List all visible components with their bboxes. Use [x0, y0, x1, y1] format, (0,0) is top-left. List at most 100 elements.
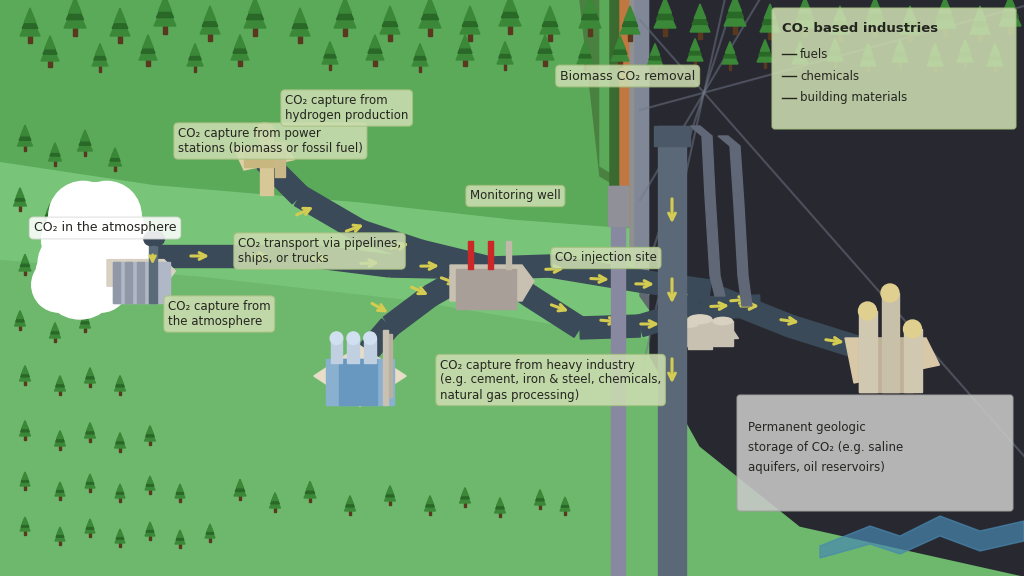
Polygon shape [422, 0, 438, 20]
Bar [244, 149, 283, 166]
Polygon shape [658, 0, 672, 13]
Polygon shape [939, 0, 951, 13]
Polygon shape [244, 4, 266, 28]
Bar [859, 311, 877, 392]
Polygon shape [662, 328, 738, 339]
Circle shape [87, 227, 136, 276]
Polygon shape [830, 12, 850, 34]
Polygon shape [15, 312, 25, 322]
Polygon shape [989, 46, 1001, 60]
Bar [339, 359, 377, 406]
Polygon shape [94, 46, 106, 60]
Polygon shape [537, 490, 543, 498]
Polygon shape [22, 254, 29, 263]
Circle shape [36, 251, 78, 293]
Polygon shape [462, 9, 478, 26]
Polygon shape [535, 493, 546, 505]
Polygon shape [833, 9, 848, 26]
Circle shape [881, 284, 899, 302]
Polygon shape [292, 10, 308, 28]
Polygon shape [55, 530, 65, 541]
Bar [908, 34, 911, 41]
Polygon shape [177, 484, 183, 491]
Polygon shape [762, 6, 778, 24]
Polygon shape [386, 487, 394, 497]
Bar [464, 60, 467, 66]
Polygon shape [497, 498, 503, 506]
Circle shape [98, 228, 141, 271]
Bar [904, 329, 922, 392]
Bar [934, 66, 936, 71]
Bar [468, 241, 473, 269]
Polygon shape [175, 487, 185, 498]
Polygon shape [113, 10, 128, 28]
Polygon shape [22, 366, 29, 373]
Polygon shape [694, 4, 706, 18]
Polygon shape [78, 135, 92, 151]
Bar [113, 262, 170, 304]
Polygon shape [116, 485, 124, 494]
Text: Permanent geologic: Permanent geologic [748, 422, 865, 434]
Circle shape [49, 181, 118, 251]
Polygon shape [536, 40, 554, 60]
Bar [29, 36, 32, 43]
Polygon shape [313, 346, 407, 406]
Bar [239, 496, 241, 500]
Polygon shape [80, 316, 90, 328]
Circle shape [143, 232, 158, 245]
Polygon shape [828, 40, 842, 55]
Polygon shape [269, 496, 281, 508]
Polygon shape [958, 41, 971, 56]
Polygon shape [460, 12, 480, 34]
Polygon shape [207, 524, 213, 531]
Bar [374, 60, 377, 66]
Bar [608, 186, 628, 226]
Circle shape [330, 332, 343, 344]
Polygon shape [144, 429, 156, 441]
Polygon shape [20, 422, 30, 432]
Bar [943, 28, 947, 36]
Polygon shape [117, 484, 123, 491]
Polygon shape [757, 44, 773, 62]
Polygon shape [112, 148, 119, 157]
Bar [799, 64, 802, 70]
Polygon shape [86, 520, 94, 529]
Bar [89, 383, 91, 387]
Circle shape [903, 320, 922, 338]
Polygon shape [461, 489, 469, 499]
Polygon shape [384, 489, 395, 501]
Bar [59, 496, 60, 499]
Polygon shape [233, 37, 247, 53]
Polygon shape [109, 151, 122, 166]
Polygon shape [231, 40, 249, 60]
Circle shape [65, 183, 125, 243]
Text: CO₂ transport via pipelines,
ships, or trucks: CO₂ transport via pipelines, ships, or t… [238, 237, 401, 265]
Polygon shape [147, 522, 153, 529]
Bar [899, 62, 901, 67]
Circle shape [47, 202, 93, 249]
Bar [964, 62, 967, 67]
Polygon shape [501, 41, 510, 53]
Polygon shape [579, 44, 591, 58]
Bar [119, 498, 121, 502]
Polygon shape [52, 323, 58, 331]
Polygon shape [45, 206, 54, 217]
Polygon shape [690, 126, 725, 296]
Bar [298, 36, 302, 43]
Polygon shape [502, 0, 518, 18]
Polygon shape [67, 0, 84, 20]
Bar [508, 26, 512, 34]
Polygon shape [86, 475, 94, 484]
Polygon shape [460, 35, 470, 48]
Polygon shape [999, 2, 1021, 26]
Polygon shape [499, 2, 521, 26]
Polygon shape [581, 41, 590, 53]
Bar [114, 166, 116, 170]
Polygon shape [718, 136, 752, 306]
Polygon shape [95, 44, 104, 55]
Polygon shape [540, 12, 560, 34]
Bar [654, 126, 690, 146]
Polygon shape [796, 41, 805, 53]
Circle shape [115, 248, 158, 291]
Polygon shape [692, 6, 708, 24]
